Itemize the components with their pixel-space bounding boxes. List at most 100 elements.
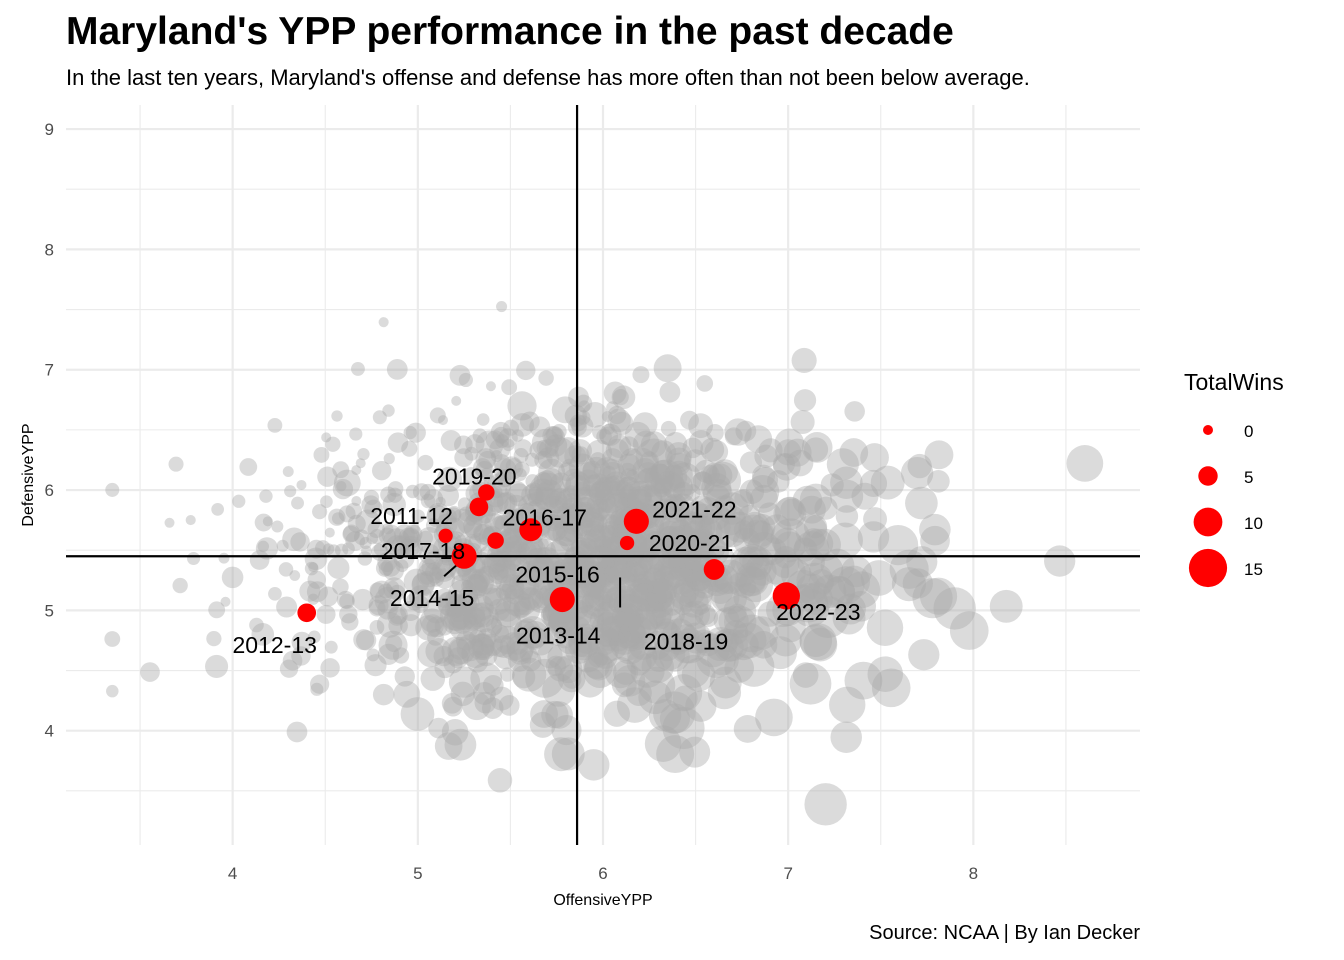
highlight-point xyxy=(451,543,477,569)
background-point xyxy=(866,609,904,646)
background-point xyxy=(393,680,421,708)
background-point xyxy=(835,505,859,528)
background-point xyxy=(469,569,491,591)
background-point xyxy=(803,627,838,662)
background-point xyxy=(291,496,304,510)
background-point xyxy=(582,474,607,498)
background-point xyxy=(493,492,516,515)
background-point xyxy=(568,500,589,521)
background-point xyxy=(172,577,188,594)
background-point xyxy=(906,546,938,578)
background-point xyxy=(900,456,934,490)
background-point xyxy=(678,512,713,546)
background-point xyxy=(512,657,547,692)
background-point xyxy=(541,514,569,542)
background-point xyxy=(436,466,463,493)
background-point xyxy=(378,583,393,599)
background-point xyxy=(593,457,621,485)
background-point xyxy=(989,589,1023,623)
background-point xyxy=(655,521,685,550)
background-point xyxy=(387,487,403,503)
background-point xyxy=(466,602,492,628)
background-point xyxy=(284,485,297,498)
background-point xyxy=(464,519,483,539)
background-point xyxy=(428,571,444,587)
background-point xyxy=(542,425,563,446)
background-point xyxy=(548,609,578,640)
y-tick-labels: 4 5 6 7 8 9 xyxy=(45,120,54,741)
background-point xyxy=(615,476,641,502)
background-point xyxy=(325,436,341,452)
background-point xyxy=(434,657,456,679)
background-point xyxy=(458,586,478,606)
background-point xyxy=(522,625,547,650)
highlight-point xyxy=(549,586,575,613)
background-point xyxy=(495,557,517,579)
background-point xyxy=(533,471,553,491)
background-point xyxy=(707,675,742,710)
background-point xyxy=(713,631,744,662)
background-point xyxy=(434,568,456,589)
background-point xyxy=(684,449,707,472)
background-point xyxy=(621,545,654,578)
background-point xyxy=(598,594,615,611)
background-point xyxy=(519,411,540,432)
background-point xyxy=(513,448,529,463)
background-point xyxy=(372,410,387,425)
background-point xyxy=(672,481,694,503)
background-point xyxy=(617,476,641,499)
background-point xyxy=(545,437,576,468)
background-point xyxy=(578,507,605,534)
background-point xyxy=(694,518,723,546)
background-point xyxy=(458,372,473,388)
background-point xyxy=(575,410,591,425)
background-point xyxy=(679,736,711,768)
background-point xyxy=(535,547,560,571)
background-point xyxy=(617,485,640,508)
background-point xyxy=(709,666,742,699)
background-point xyxy=(328,508,346,526)
background-point xyxy=(443,696,463,717)
background-point xyxy=(355,458,366,469)
background-point xyxy=(441,636,471,666)
background-point xyxy=(601,411,613,422)
background-point xyxy=(551,715,582,746)
background-point xyxy=(591,573,621,604)
background-point xyxy=(411,573,435,597)
background-point xyxy=(706,484,731,509)
background-point xyxy=(345,502,363,520)
background-point xyxy=(860,560,897,596)
background-point xyxy=(748,520,775,547)
legend-title: TotalWins xyxy=(1184,369,1284,395)
background-point xyxy=(803,515,828,539)
background-point xyxy=(616,610,638,633)
background-point xyxy=(562,468,586,493)
background-point xyxy=(336,480,347,492)
background-point xyxy=(310,682,324,696)
background-point xyxy=(672,533,697,559)
background-point xyxy=(490,624,510,643)
background-point xyxy=(524,563,542,581)
background-point xyxy=(713,607,740,634)
background-point xyxy=(711,459,738,486)
background-point xyxy=(444,728,477,761)
background-point xyxy=(394,524,415,546)
background-point xyxy=(463,612,483,632)
background-point xyxy=(497,468,516,487)
background-point xyxy=(770,518,811,559)
background-point xyxy=(592,560,614,582)
background-point xyxy=(440,430,462,451)
background-point xyxy=(593,507,608,522)
background-point xyxy=(425,562,447,584)
background-point xyxy=(640,431,668,458)
background-point xyxy=(706,424,724,442)
background-point xyxy=(908,639,940,671)
background-point xyxy=(733,520,754,540)
background-point xyxy=(509,508,524,523)
background-point xyxy=(786,449,814,477)
background-point xyxy=(457,497,472,512)
background-point xyxy=(635,526,663,554)
background-point xyxy=(604,559,632,586)
background-point xyxy=(521,484,543,507)
background-point xyxy=(558,487,581,510)
